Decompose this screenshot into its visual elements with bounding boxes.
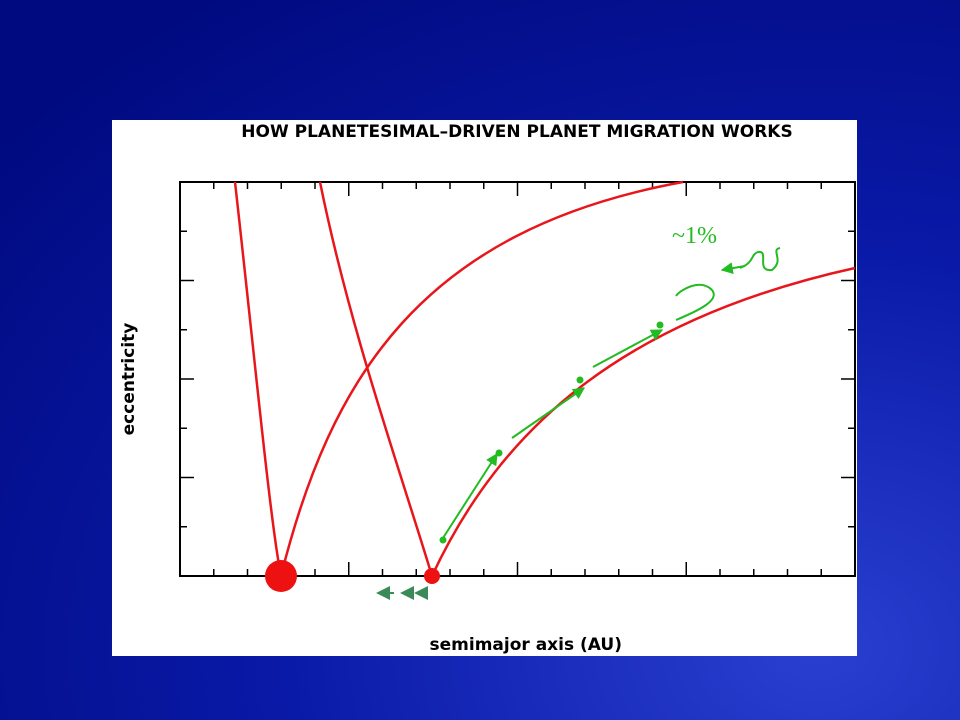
annotation: ~1% — [672, 223, 717, 249]
x-axis-label: semimajor axis (AU) — [430, 635, 622, 655]
curves — [233, 180, 856, 577]
arrow-shaft — [388, 592, 394, 594]
arrow — [442, 452, 498, 539]
arrowhead — [400, 586, 414, 600]
migration-arrows — [442, 247, 781, 539]
dot — [439, 536, 447, 544]
inward-arrows — [376, 586, 428, 600]
dot — [495, 449, 503, 457]
curve — [233, 181, 283, 577]
dot — [576, 376, 584, 384]
figure-panel — [112, 120, 857, 656]
arrowhead — [376, 586, 390, 600]
ticks — [180, 182, 855, 576]
planet-large — [265, 560, 297, 592]
dot — [656, 321, 664, 329]
scribble — [739, 247, 781, 272]
arrow — [720, 262, 746, 275]
curve — [318, 181, 434, 577]
dots — [439, 321, 664, 544]
scribble — [675, 284, 715, 321]
arrow — [511, 387, 585, 439]
arrowhead — [414, 586, 428, 600]
planet-small — [424, 568, 440, 584]
y-axis-label: eccentricity — [119, 323, 139, 436]
curve — [279, 180, 684, 577]
figure-title: HOW PLANETESIMAL–DRIVEN PLANET MIGRATION… — [241, 122, 792, 142]
arrow — [592, 329, 664, 368]
curve — [430, 266, 856, 577]
